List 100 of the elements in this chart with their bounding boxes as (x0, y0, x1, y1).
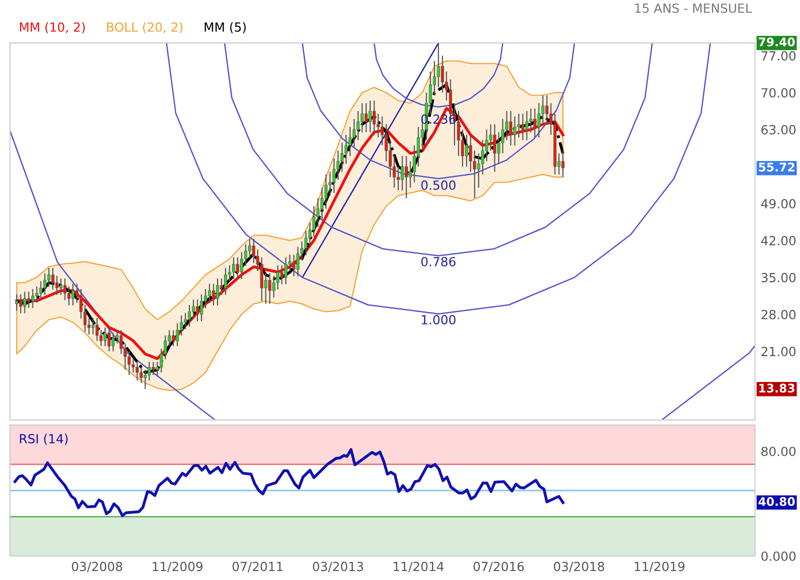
y-tick-label: 77.00 (762, 51, 796, 61)
candlestick (104, 327, 107, 347)
text: 79.40 (758, 37, 795, 46)
candlestick (15, 294, 18, 312)
text: MM (10, 2) (20, 22, 85, 34)
candlestick (172, 330, 175, 347)
x-tick-label: 03/2013 (312, 562, 363, 572)
candlestick (545, 94, 548, 125)
candlestick (360, 102, 364, 133)
text: MM (5) (204, 22, 246, 34)
candlestick (59, 278, 62, 296)
candlestick (27, 291, 30, 309)
candlestick (525, 110, 528, 141)
candlestick (344, 134, 348, 164)
text: 40.80 (758, 497, 795, 506)
text: 55.72 (758, 162, 794, 172)
line-series (166, 42, 711, 314)
candlestick (248, 238, 252, 258)
x-tick-label: 07/2016 (474, 562, 524, 572)
candlestick (192, 299, 195, 320)
candlestick (372, 100, 376, 136)
candlestick (440, 55, 444, 94)
y-tick-label: 63.00 (761, 125, 796, 134)
candlestick (200, 294, 204, 322)
candlestick (71, 283, 74, 306)
candlestick (152, 361, 155, 376)
annotation: 1.000 (422, 315, 456, 324)
line-series (14, 448, 564, 518)
candlestick (312, 206, 316, 238)
candlestick (232, 256, 236, 280)
candlestick (91, 318, 95, 335)
y-tick-label: 35.00 (762, 272, 796, 282)
candlestick (465, 134, 468, 168)
candlestick (404, 155, 408, 199)
line-series (374, 42, 504, 108)
candlestick (51, 267, 54, 290)
candlestick (23, 291, 26, 314)
candlestick (67, 286, 70, 306)
candlestick (31, 288, 34, 309)
candlestick (108, 327, 111, 352)
x-tick-label: 11/2014 (394, 562, 444, 572)
x-tick-label: 11/2019 (634, 562, 684, 572)
candlestick (332, 158, 336, 194)
y-tick-label: 80.00 (761, 446, 796, 456)
y-tick-label: 21.00 (762, 346, 796, 356)
candlestick (216, 278, 220, 306)
candlestick (340, 142, 344, 172)
candlestick (136, 361, 139, 381)
candlestick (304, 230, 308, 256)
candlestick (469, 134, 472, 172)
x-tick-label: 07/2011 (232, 562, 283, 572)
candlestick (128, 350, 131, 376)
y-tick-label: 70.00 (762, 88, 796, 98)
candlestick (456, 110, 460, 157)
candlestick (284, 256, 288, 285)
x-tick-label: 03/2008 (72, 562, 122, 572)
y-tick-label: 0.000 (761, 551, 796, 561)
y-tick-label: 49.00 (761, 198, 796, 208)
candlestick (292, 254, 296, 277)
candlestick (188, 304, 191, 328)
candlestick (236, 256, 240, 280)
candlestick (268, 272, 272, 304)
text: 13.83 (759, 384, 794, 393)
chart-subtitle: 15 ANS - MENSUEL (635, 3, 752, 13)
candlestick (400, 155, 404, 191)
candlestick (320, 187, 324, 220)
candlestick (493, 124, 496, 172)
candlestick (296, 246, 300, 277)
candlestick (224, 267, 228, 296)
candlestick (196, 299, 199, 322)
y-tick-label: 42.00 (761, 236, 796, 246)
candlestick (184, 312, 187, 330)
candlestick (336, 150, 340, 180)
candlestick (436, 42, 440, 88)
candlestick (368, 100, 372, 133)
candlestick (324, 174, 328, 210)
candlestick (208, 283, 212, 304)
line-series (302, 42, 576, 180)
series-label: RSI (14) (20, 434, 68, 445)
candlestick (364, 102, 368, 133)
annotation: 0.500 (421, 180, 456, 190)
candlestick (521, 113, 524, 141)
candlestick (348, 126, 352, 157)
candlestick (513, 116, 516, 146)
line-series (224, 42, 653, 256)
candlestick (176, 322, 179, 347)
annotation: 0.786 (421, 256, 456, 266)
x-tick-label: 11/2009 (152, 562, 202, 572)
candlestick (328, 171, 332, 196)
candlestick (63, 278, 66, 301)
legend-label: BOLL (20, 2) (107, 22, 182, 34)
candlestick (96, 318, 99, 342)
candlestick (212, 283, 216, 306)
candlestick (39, 280, 42, 301)
candlestick (316, 198, 320, 228)
x-tick-label: 03/2018 (554, 562, 604, 572)
candlestick (509, 110, 512, 146)
candlestick (489, 124, 492, 152)
candlestick (280, 264, 284, 285)
candlestick (220, 278, 224, 296)
